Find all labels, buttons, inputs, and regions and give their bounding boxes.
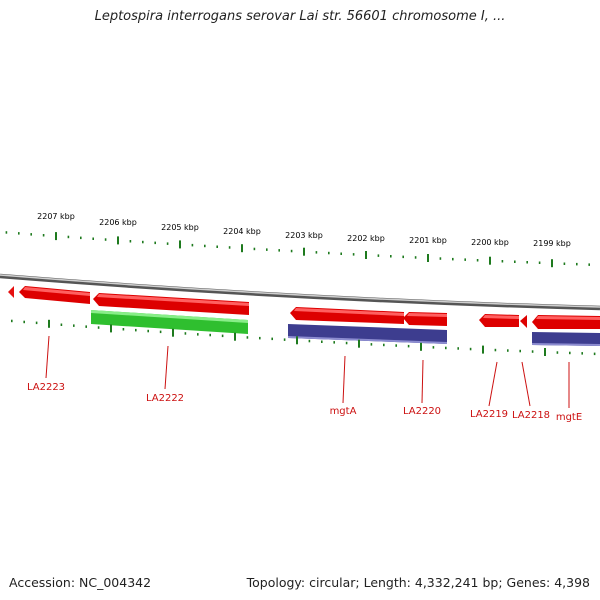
topology-summary: Topology: circular; Length: 4,332,241 bp…	[246, 575, 590, 590]
kbp-scale-labels: 2207 kbp 2206 kbp 2205 kbp 2204 kbp 2203…	[37, 212, 571, 248]
gene-label[interactable]: mgtE	[556, 412, 582, 423]
gene-label[interactable]: LA2218	[512, 410, 550, 421]
accession-label: Accession: NC_004342	[9, 575, 152, 590]
kbp-label: 2206 kbp	[99, 218, 137, 227]
gene-arrow-small[interactable]	[8, 286, 14, 298]
kbp-label: 2207 kbp	[37, 212, 75, 221]
map-title: Leptospira interrogans serovar Lai str. …	[94, 9, 506, 24]
gene-label[interactable]: LA2220	[403, 406, 441, 417]
kbp-label: 2205 kbp	[161, 223, 199, 232]
feature-green-LA2222[interactable]	[91, 310, 248, 334]
kbp-label: 2201 kbp	[409, 236, 447, 245]
gene-labels: LA2223 LA2222 mgtA LA2220 LA2219 LA2218 …	[27, 382, 582, 423]
gene-label[interactable]: LA2219	[470, 409, 508, 420]
kbp-label: 2203 kbp	[285, 231, 323, 240]
connector-LA2222	[164, 345, 169, 390]
label-connectors	[45, 335, 570, 408]
secondary-features	[91, 310, 600, 346]
forward-features	[8, 286, 600, 329]
gene-label[interactable]: LA2222	[146, 393, 184, 404]
connector-LA2218	[521, 361, 531, 407]
gene-label[interactable]: LA2223	[27, 382, 65, 393]
kbp-label: 2199 kbp	[533, 239, 571, 248]
gene-LA2222[interactable]	[93, 293, 249, 315]
feature-purple-mgtA[interactable]	[288, 324, 447, 344]
feature-purple-mgtE[interactable]	[532, 332, 600, 346]
gene-mgtE[interactable]	[532, 315, 600, 329]
gene-label[interactable]: mgtA	[330, 406, 357, 417]
connector-LA2220	[421, 359, 424, 404]
kbp-label: 2200 kbp	[471, 238, 509, 247]
gene-LA2219[interactable]	[479, 314, 519, 327]
inner-scale-ticks	[11, 319, 596, 356]
gene-mgtA[interactable]	[290, 307, 404, 324]
kbp-label: 2202 kbp	[347, 234, 385, 243]
kbp-label: 2204 kbp	[223, 227, 261, 236]
genome-backbone	[0, 273, 600, 311]
gene-LA2220[interactable]	[403, 312, 447, 326]
gene-LA2218[interactable]	[520, 315, 527, 328]
connector-LA2223	[45, 335, 50, 379]
connector-LA2219	[488, 361, 498, 407]
outer-scale-ticks	[5, 231, 591, 268]
connector-mgtA	[342, 355, 346, 404]
genome-backbone-highlight	[0, 274, 600, 308]
gene-LA2223[interactable]	[19, 286, 90, 304]
